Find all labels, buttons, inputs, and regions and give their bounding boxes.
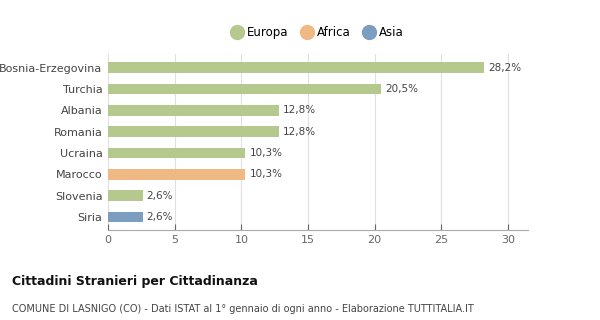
Bar — [108, 126, 278, 137]
Bar — [108, 62, 484, 73]
Text: 12,8%: 12,8% — [283, 105, 316, 116]
Bar — [108, 212, 143, 222]
Text: 2,6%: 2,6% — [146, 212, 173, 222]
Bar — [108, 105, 278, 116]
Bar — [108, 148, 245, 158]
Bar — [108, 169, 245, 180]
Text: 20,5%: 20,5% — [385, 84, 418, 94]
Text: 2,6%: 2,6% — [146, 191, 173, 201]
Text: COMUNE DI LASNIGO (CO) - Dati ISTAT al 1° gennaio di ogni anno - Elaborazione TU: COMUNE DI LASNIGO (CO) - Dati ISTAT al 1… — [12, 304, 474, 314]
Text: 10,3%: 10,3% — [250, 148, 283, 158]
Text: 12,8%: 12,8% — [283, 127, 316, 137]
Legend: Europa, Africa, Asia: Europa, Africa, Asia — [228, 21, 408, 44]
Bar — [108, 190, 143, 201]
Text: Cittadini Stranieri per Cittadinanza: Cittadini Stranieri per Cittadinanza — [12, 275, 258, 288]
Text: 28,2%: 28,2% — [488, 63, 521, 73]
Text: 10,3%: 10,3% — [250, 169, 283, 180]
Bar — [108, 84, 382, 94]
